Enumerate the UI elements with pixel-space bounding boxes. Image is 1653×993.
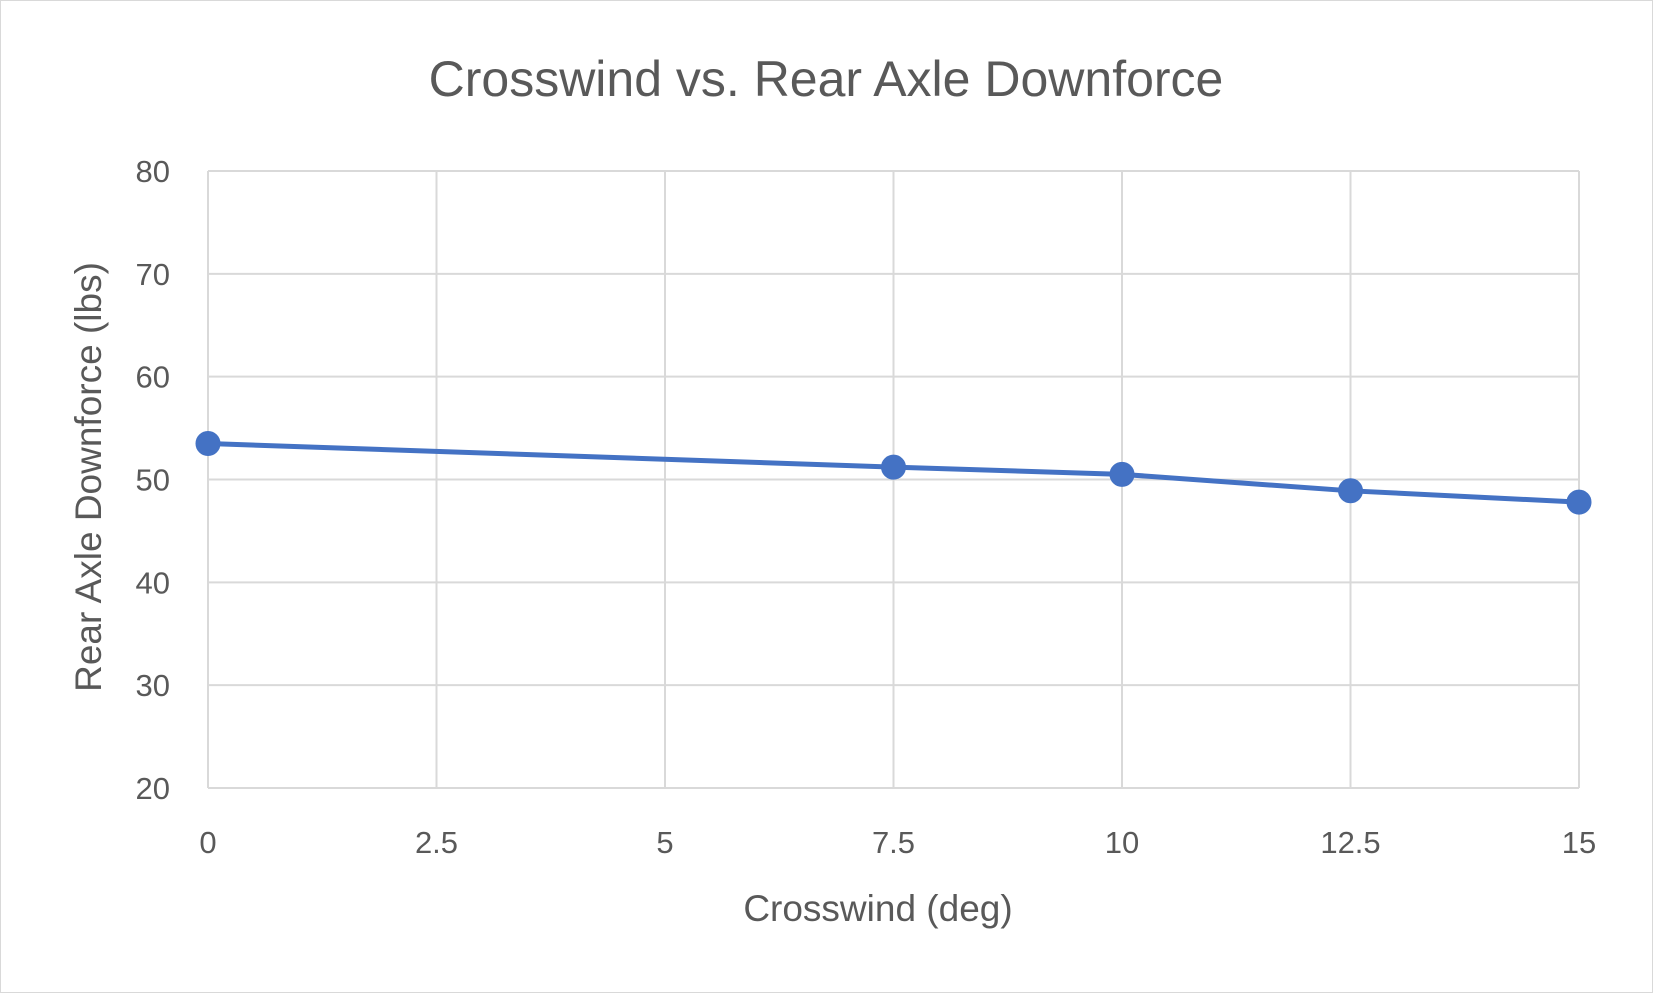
x-tick-label: 5 <box>656 825 673 860</box>
data-point <box>1338 478 1363 504</box>
x-axis-title: Crosswind (deg) <box>743 888 1012 929</box>
x-tick-label: 0 <box>199 825 216 860</box>
x-tick-label: 10 <box>1105 825 1139 860</box>
data-point <box>1109 461 1135 487</box>
y-axis-title: Rear Axle Downforce (lbs) <box>68 262 109 692</box>
data-point <box>195 431 221 457</box>
data-point <box>1566 489 1592 515</box>
chart-title: Crosswind vs. Rear Axle Downforce <box>429 51 1224 107</box>
y-tick-label: 80 <box>136 154 170 189</box>
data-point <box>881 454 906 480</box>
grid-layer <box>207 170 1580 789</box>
series-layer <box>195 431 1592 515</box>
x-axis-ticks: 0 2.5 5 7.5 10 12.5 15 <box>199 825 1596 860</box>
x-tick-label: 7.5 <box>872 825 915 860</box>
y-tick-label: 30 <box>136 668 170 703</box>
y-tick-label: 40 <box>136 565 170 600</box>
y-tick-label: 60 <box>136 360 170 395</box>
x-tick-label: 12.5 <box>1320 825 1380 860</box>
y-tick-label: 50 <box>136 463 170 498</box>
x-tick-label: 2.5 <box>415 825 458 860</box>
x-tick-label: 15 <box>1562 825 1596 860</box>
y-tick-label: 70 <box>136 257 170 292</box>
y-tick-label: 20 <box>136 771 170 806</box>
y-axis-ticks: 20 30 40 50 60 70 80 <box>136 154 170 806</box>
